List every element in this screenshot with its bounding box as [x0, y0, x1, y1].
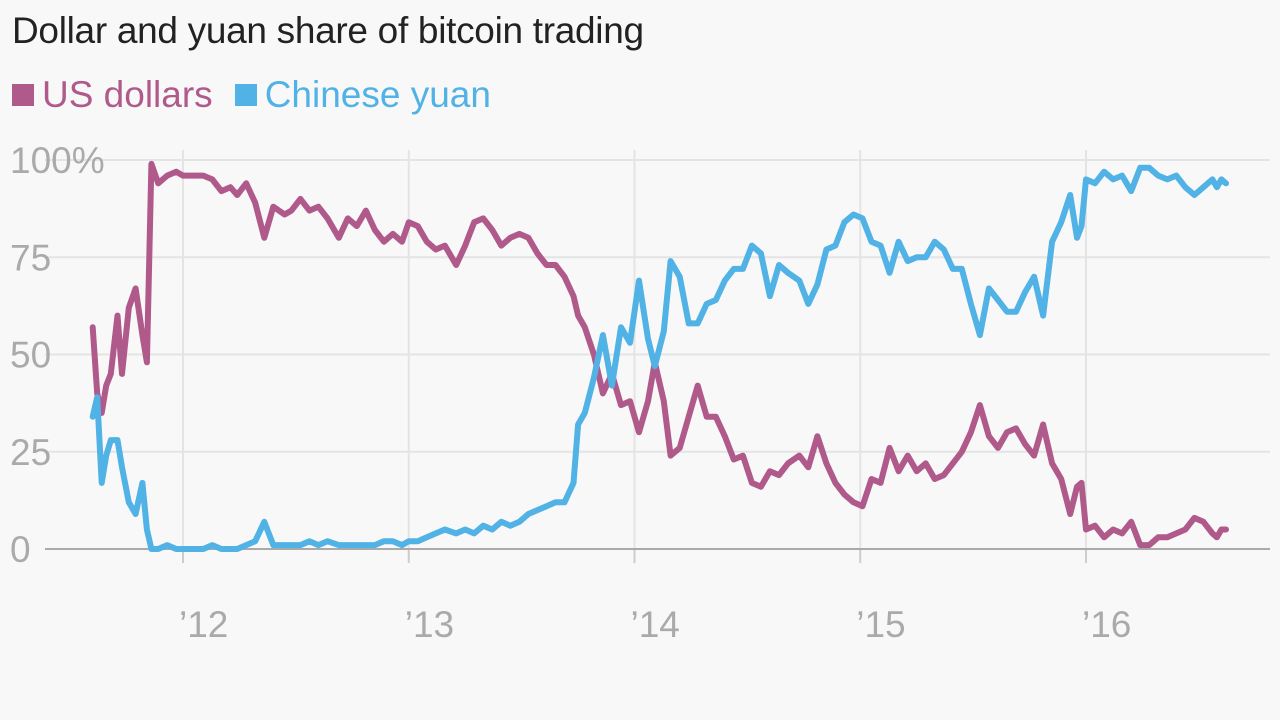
chart-title: Dollar and yuan share of bitcoin trading [12, 10, 644, 51]
legend: US dollars Chinese yuan [12, 74, 513, 116]
y-tick-label: 50 [10, 335, 51, 376]
y-tick-label: 25 [10, 432, 51, 473]
legend-item-chinese-yuan[interactable]: Chinese yuan [234, 74, 491, 116]
x-tick-label: ’14 [631, 604, 680, 645]
legend-swatch-us-dollars [12, 84, 34, 106]
legend-label-chinese-yuan: Chinese yuan [264, 74, 491, 115]
legend-swatch-chinese-yuan [234, 84, 257, 106]
series-line-us-dollars [89, 160, 1229, 549]
legend-label-us-dollars: US dollars [42, 74, 213, 115]
y-tick-label: 0 [10, 529, 31, 570]
legend-item-us-dollars[interactable]: US dollars [12, 74, 213, 116]
series-line-chinese-yuan [89, 164, 1229, 552]
x-tick-label: ’12 [179, 604, 228, 645]
x-tick-label: ’15 [856, 604, 905, 645]
x-tick-label: ’13 [405, 604, 454, 645]
y-tick-label: 75 [10, 237, 51, 278]
x-tick-label: ’16 [1082, 604, 1131, 645]
y-tick-label: 100% [10, 140, 105, 181]
